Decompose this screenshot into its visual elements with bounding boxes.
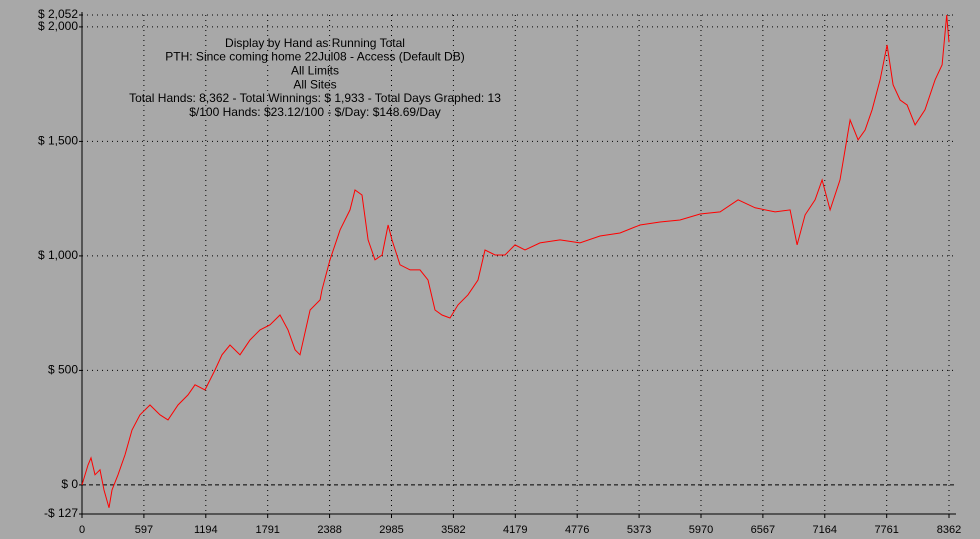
y-tick-label: $ 2,052 [38,7,78,21]
y-tick-label: $ 2,000 [38,19,78,33]
subtitle-line: Total Hands: 8,362 - Total Winnings: $ 1… [129,91,501,105]
x-tick-label: 5970 [689,524,713,536]
chart-title: Display by Hand as Running Total [225,36,405,50]
x-tick-label: 4776 [565,524,589,536]
data-line [81,14,950,508]
x-tick-label: 2985 [379,524,403,536]
subtitle-line: $/100 Hands: $23.12/100 - $/Day: $148.69… [189,105,441,119]
x-tick-label: 2388 [317,524,341,536]
x-tick-label: 7164 [813,524,837,536]
x-tick-label: 5373 [627,524,651,536]
x-tick-label: 0 [79,524,85,536]
subtitle-line: All Limits [291,63,339,77]
x-tick-label: 1194 [194,524,218,536]
y-tick-label: $ 1,000 [38,248,78,262]
x-tick-label: 7761 [874,524,898,536]
subtitle-line: PTH: Since coming home 22Jul08 - Access … [165,50,464,64]
y-tick-label: $ 1,500 [38,134,78,148]
x-tick-label: 8362 [937,524,961,536]
y-tick-label: $ 500 [48,363,78,377]
y-tick-label: $ 0 [61,477,78,491]
x-tick-label: 3582 [441,524,465,536]
x-tick-label: 6567 [751,524,775,536]
x-tick-label: 597 [135,524,153,536]
x-tick-label: 1791 [255,524,279,536]
subtitle-line: All Sites [293,77,336,91]
x-tick-label: 4179 [503,524,527,536]
y-tick-label: -$ 127 [44,506,78,520]
